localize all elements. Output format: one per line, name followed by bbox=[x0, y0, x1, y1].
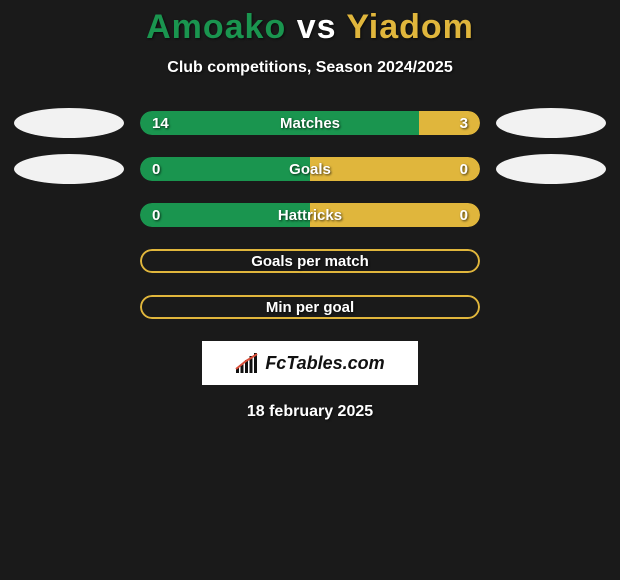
stat-value-right: 0 bbox=[460, 157, 468, 181]
right-oval bbox=[496, 246, 606, 276]
stat-row: Goals per match bbox=[0, 249, 620, 273]
stat-bar: Goals0 0 bbox=[140, 157, 480, 181]
comparison-infographic: Amoako vs Yiadom Club competitions, Seas… bbox=[0, 0, 620, 421]
stat-row: Matches14 3 bbox=[0, 111, 620, 135]
logo-text: FcTables.com bbox=[265, 353, 384, 374]
stat-value-left: 0 bbox=[152, 157, 160, 181]
stat-value-right: 0 bbox=[460, 203, 468, 227]
stat-bar: Min per goal bbox=[140, 295, 480, 319]
right-oval bbox=[496, 200, 606, 230]
player1-name: Amoako bbox=[146, 8, 286, 46]
stat-label: Matches bbox=[140, 111, 480, 135]
stat-row: Hattricks0 0 bbox=[0, 203, 620, 227]
vs-text: vs bbox=[297, 8, 337, 46]
date-text: 18 february 2025 bbox=[0, 403, 620, 421]
left-oval bbox=[14, 108, 124, 138]
left-oval bbox=[14, 200, 124, 230]
stat-value-left: 0 bbox=[152, 203, 160, 227]
right-oval bbox=[496, 154, 606, 184]
stat-label: Goals per match bbox=[140, 249, 480, 273]
logo-chart-icon bbox=[235, 353, 259, 373]
page-title: Amoako vs Yiadom bbox=[0, 8, 620, 47]
stat-row: Goals0 0 bbox=[0, 157, 620, 181]
stat-rows: Matches143Goals00Hattricks00Goals per ma… bbox=[0, 111, 620, 319]
logo-box: FcTables.com bbox=[202, 341, 418, 385]
left-oval bbox=[14, 292, 124, 322]
stat-label: Min per goal bbox=[140, 295, 480, 319]
stat-label: Hattricks bbox=[140, 203, 480, 227]
right-oval bbox=[496, 108, 606, 138]
stat-bar: Hattricks0 0 bbox=[140, 203, 480, 227]
right-oval bbox=[496, 292, 606, 322]
left-oval bbox=[14, 154, 124, 184]
player2-name: Yiadom bbox=[346, 8, 474, 46]
subtitle: Club competitions, Season 2024/2025 bbox=[0, 59, 620, 77]
stat-label: Goals bbox=[140, 157, 480, 181]
left-oval bbox=[14, 246, 124, 276]
stat-bar: Goals per match bbox=[140, 249, 480, 273]
stat-value-left: 14 bbox=[152, 111, 169, 135]
stat-bar: Matches14 3 bbox=[140, 111, 480, 135]
stat-row: Min per goal bbox=[0, 295, 620, 319]
stat-value-right: 3 bbox=[460, 111, 468, 135]
